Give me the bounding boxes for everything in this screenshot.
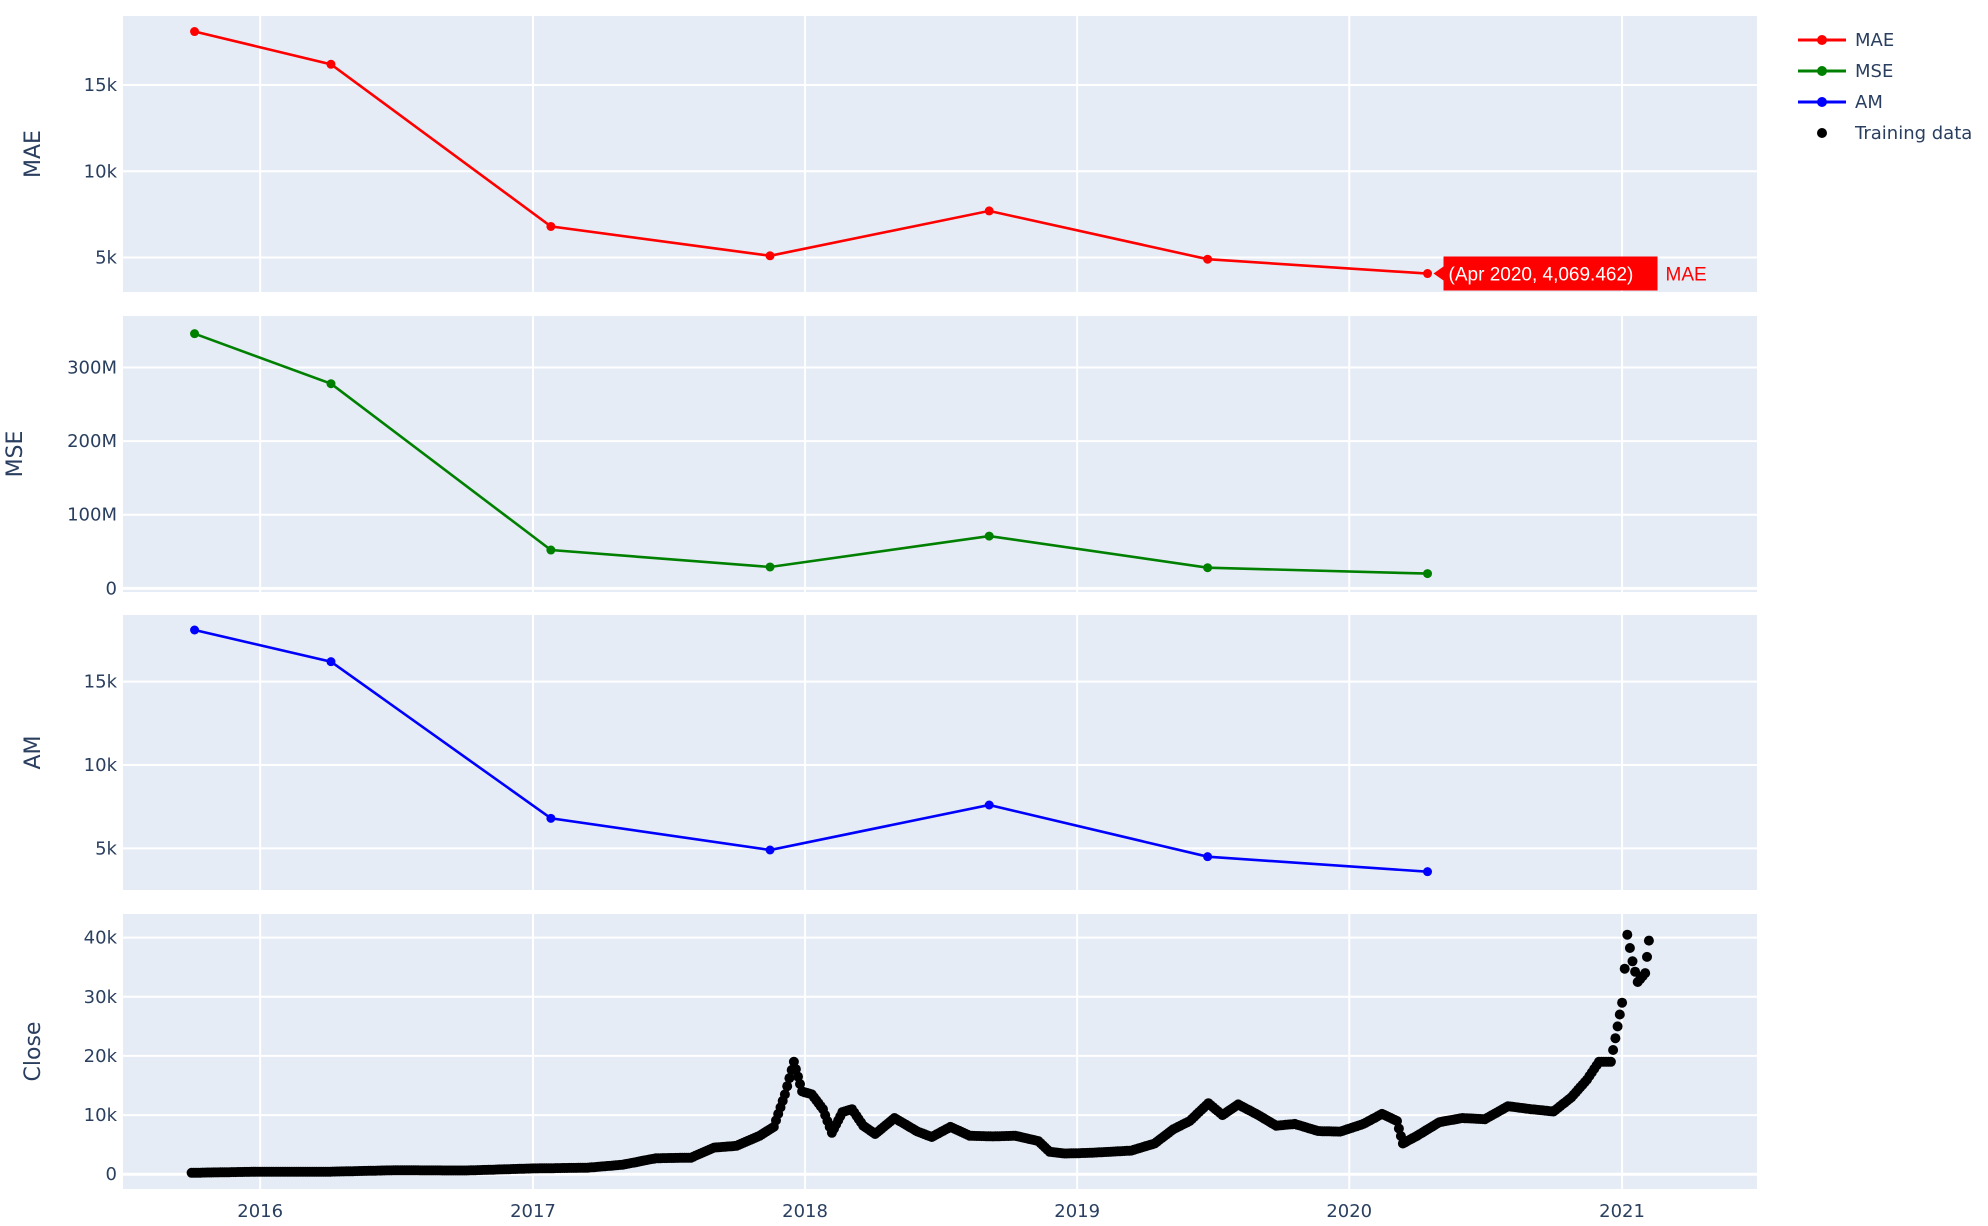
series-mse <box>190 329 1433 579</box>
y-tick-label: 0 <box>106 578 117 599</box>
data-point <box>1605 1056 1616 1067</box>
y-tick-label: 15k <box>84 672 118 693</box>
y-tick-label: 30k <box>84 987 118 1008</box>
data-point <box>984 531 994 541</box>
data-point <box>1642 951 1652 962</box>
data-point <box>1643 935 1654 946</box>
data-point <box>1617 997 1628 1008</box>
data-point <box>1203 254 1213 264</box>
y-tick-label: 20k <box>84 1046 118 1067</box>
data-point <box>984 206 994 216</box>
data-point <box>190 329 200 339</box>
y-tick-label: 300M <box>67 358 117 379</box>
y-axis-title: Close <box>21 1022 46 1082</box>
legend-item-training-data[interactable]: Training data <box>1817 123 1972 144</box>
legend-swatch-marker <box>1817 35 1827 45</box>
legend-item-mse[interactable]: MSE <box>1798 61 1893 82</box>
data-point <box>984 800 994 810</box>
legend-label: MSE <box>1855 61 1893 82</box>
data-point <box>190 27 200 37</box>
y-tick-label: 10k <box>84 1105 118 1126</box>
y-tick-label: 15k <box>84 75 118 96</box>
data-point <box>1630 966 1641 977</box>
data-point <box>190 625 200 635</box>
y-tick-label: 10k <box>84 755 118 776</box>
legend-swatch-marker <box>1817 66 1827 76</box>
x-tick-label: 2018 <box>782 1201 828 1222</box>
legend: MAE MSE AM Training data <box>1798 30 1972 144</box>
data-point <box>1608 1045 1619 1055</box>
subplot-mse: 0 100M 200M 300M MSE <box>3 316 1757 599</box>
x-tick-label: 2016 <box>237 1201 283 1222</box>
y-axis-title: AM <box>21 735 46 769</box>
subplot-am: 5k 10k 15k AM <box>21 615 1757 890</box>
data-point <box>1614 1009 1625 1020</box>
data-point <box>1393 1123 1404 1134</box>
x-tick-label: 2021 <box>1599 1201 1645 1222</box>
series-training-data <box>186 929 1654 1178</box>
data-point <box>1610 1033 1621 1044</box>
legend-label: AM <box>1855 92 1883 113</box>
hover-text: (Apr 2020, 4,069.462) <box>1449 265 1634 286</box>
y-tick-label: 10k <box>84 161 118 182</box>
series-am <box>190 625 1433 877</box>
legend-item-am[interactable]: AM <box>1798 92 1883 113</box>
legend-label: Training data <box>1854 123 1972 144</box>
y-axis-title: MSE <box>3 431 28 478</box>
data-point <box>784 1073 795 1084</box>
data-point <box>1203 852 1213 862</box>
data-point <box>779 1089 790 1100</box>
y-tick-label: 5k <box>95 248 117 269</box>
data-point <box>546 813 556 823</box>
y-tick-label: 200M <box>67 431 117 452</box>
data-point <box>782 1081 793 1092</box>
data-point <box>765 845 775 855</box>
data-point <box>1612 1021 1623 1032</box>
plot-background <box>123 914 1757 1189</box>
plot-background <box>123 615 1757 890</box>
data-point <box>1203 563 1213 573</box>
legend-swatch-marker <box>1817 97 1827 107</box>
data-point <box>326 59 336 69</box>
data-point <box>1622 929 1633 940</box>
series-mae <box>190 27 1433 279</box>
data-point <box>1619 963 1630 974</box>
data-point <box>765 251 775 261</box>
y-axis-title: MAE <box>21 130 46 178</box>
y-tick-label: 0 <box>106 1164 117 1185</box>
hover-box <box>1433 256 1658 291</box>
subplot-mae: 5k 10k 15k MAE <box>21 16 1757 292</box>
subplot-close: 0 10k 20k 30k 40k Close 2016 2017 2018 2019 2020 20… <box>21 914 1757 1222</box>
hover-series-name: MAE <box>1666 265 1707 286</box>
data-point <box>1392 1116 1402 1126</box>
data-point <box>1624 943 1635 953</box>
legend-swatch-marker <box>1817 128 1827 138</box>
data-point <box>1640 968 1651 979</box>
data-point <box>326 379 336 389</box>
data-point <box>1627 956 1638 967</box>
data-point <box>546 221 556 231</box>
legend-item-mae[interactable]: MAE <box>1798 30 1894 51</box>
data-point <box>326 657 336 667</box>
data-point <box>1423 569 1433 579</box>
x-tick-label: 2019 <box>1054 1201 1100 1222</box>
hover-label: (Apr 2020, 4,069.462) MAE <box>1433 256 1707 291</box>
data-point <box>765 562 775 572</box>
legend-label: MAE <box>1855 30 1894 51</box>
x-tick-label: 2020 <box>1326 1201 1372 1222</box>
y-tick-label: 40k <box>84 928 118 949</box>
y-tick-label: 100M <box>67 505 117 526</box>
x-tick-label: 2017 <box>510 1201 556 1222</box>
plot-background <box>123 316 1757 592</box>
data-point <box>546 545 556 555</box>
plot-background <box>123 16 1757 292</box>
y-tick-label: 5k <box>95 838 117 859</box>
data-point <box>1423 867 1433 877</box>
data-point <box>1423 269 1433 279</box>
